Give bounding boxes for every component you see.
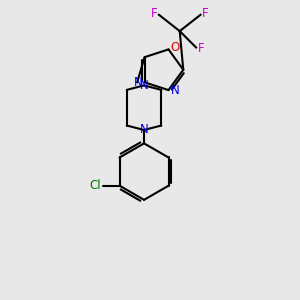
Text: F: F [151, 7, 158, 20]
Text: N: N [140, 79, 148, 92]
Text: N: N [171, 84, 179, 97]
Text: F: F [198, 42, 205, 56]
Text: N: N [140, 124, 148, 136]
Text: O: O [170, 41, 180, 54]
Text: N: N [134, 76, 142, 89]
Text: F: F [202, 7, 208, 20]
Text: Cl: Cl [89, 179, 101, 192]
